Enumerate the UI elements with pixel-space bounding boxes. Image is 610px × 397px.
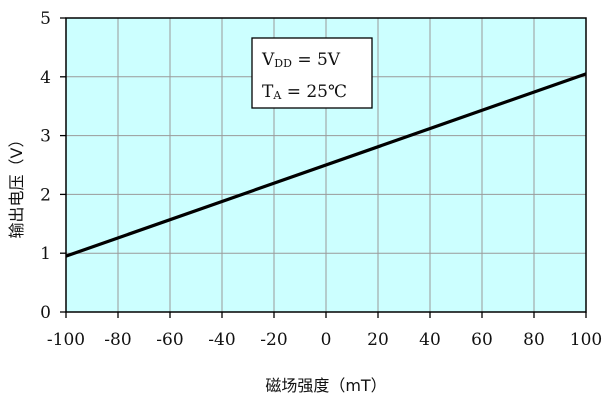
annotation-line-1-sub: DD [274,57,292,70]
x-tick-label: 60 [471,330,493,350]
x-tick-label: 20 [367,330,389,350]
y-tick-label: 2 [40,185,51,205]
x-tick-label: 0 [321,330,332,350]
y-tick-label: 3 [40,127,51,147]
y-tick-label: 5 [40,9,51,29]
annotation-line-2-rest: = 25℃ [281,82,347,102]
annotation-line-1: VDD = 5V [261,50,341,70]
x-tick-label: 100 [570,330,602,350]
y-axis-title: 输出电压（V） [7,132,26,239]
y-tick-label: 1 [40,244,51,264]
tick-marks [60,17,587,318]
x-tick-label: -100 [47,330,85,350]
annotation-box: VDD = 5V TA = 25℃ [251,37,373,109]
y-tick-labels: 0 1 2 3 4 5 [40,9,51,323]
series-line [65,72,587,258]
annotation-line-1-rest: = 5V [292,50,341,70]
annotation-line-2-main: T [262,82,274,102]
annotation-line-1-main: V [261,50,275,70]
annotation-frame [251,37,373,109]
y-tick-label: 4 [40,68,51,88]
grid [66,18,586,312]
x-tick-labels: -100 -80 -60 -40 -20 0 20 40 60 80 100 [47,330,602,350]
x-tick-label: 40 [419,330,441,350]
x-tick-label: -60 [156,330,183,350]
series-group [65,72,587,258]
x-tick-label: -40 [208,330,235,350]
annotation-line-2: TA = 25℃ [262,82,347,102]
annotation-line-2-sub: A [272,89,282,102]
x-axis-title: 磁场强度（mT） [265,376,386,395]
x-tick-label: -80 [104,330,131,350]
x-tick-label: 80 [523,330,545,350]
x-tick-label: -20 [260,330,287,350]
y-tick-label: 0 [40,303,51,323]
